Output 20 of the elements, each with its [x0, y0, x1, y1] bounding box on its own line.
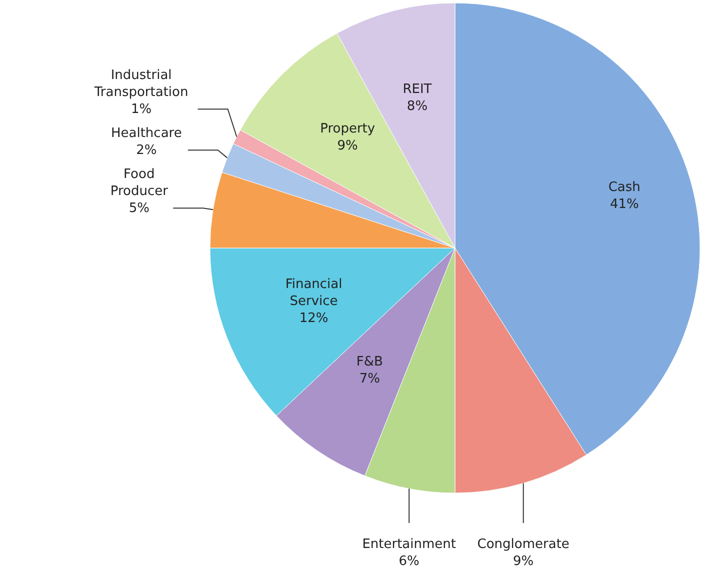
slice-label: Healthcare [110, 126, 182, 142]
slice-label: Property [320, 122, 376, 137]
data-label: 12% [299, 310, 328, 326]
slice-label: F&B [356, 354, 383, 370]
slice-label: Food Producer [110, 167, 169, 200]
slice-label: Industrial Transportation [93, 68, 188, 100]
slice-label: Entertainment [362, 537, 456, 552]
slice-label: Cash [608, 180, 640, 195]
data-label: 8% [406, 98, 428, 114]
slice-label: REIT [402, 82, 432, 97]
data-label: 9% [513, 554, 534, 569]
slice-label: Financial Service [285, 276, 342, 309]
data-label: 9% [337, 138, 358, 154]
data-label: 41% [610, 196, 639, 212]
data-label: 6% [398, 554, 420, 569]
data-label: 2% [136, 143, 157, 158]
data-label: 7% [359, 372, 380, 387]
slice-label: Conglomerate [477, 537, 570, 552]
data-label: 1% [130, 102, 152, 118]
data-label: 5% [128, 201, 150, 216]
